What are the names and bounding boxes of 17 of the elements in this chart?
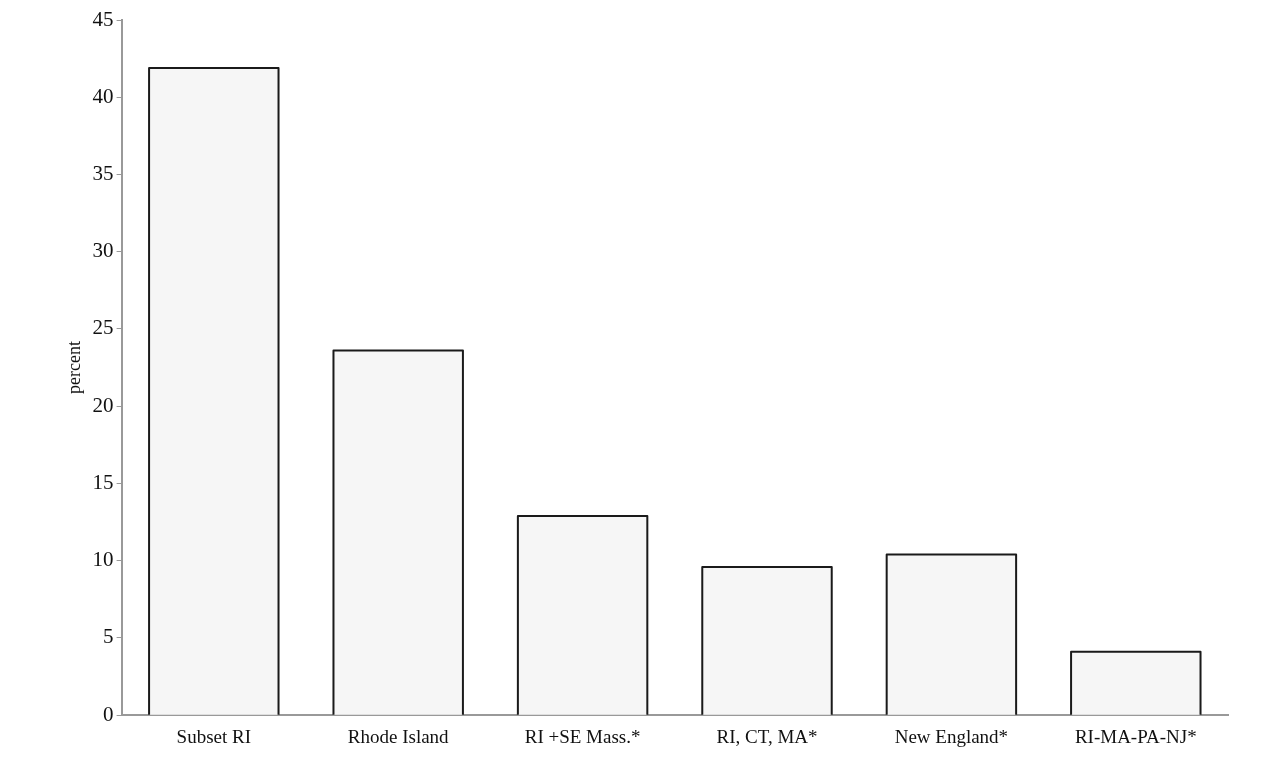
y-tick-label: 25 xyxy=(92,315,114,340)
y-axis-title: percent xyxy=(63,341,84,395)
x-tick-label: RI, CT, MA* xyxy=(716,725,818,747)
x-tick-label: Rhode Island xyxy=(347,725,450,747)
x-tick-label: RI +SE Mass.* xyxy=(524,725,641,747)
y-tick-label: 10 xyxy=(92,547,114,572)
y-tick-label: 15 xyxy=(92,469,114,494)
x-tick-label: New England* xyxy=(894,725,1009,747)
y-tick-label: 35 xyxy=(92,161,114,185)
y-tick-label: 45 xyxy=(92,6,114,31)
y-tick-label: 5 xyxy=(103,624,114,649)
y-tick-label: 30 xyxy=(92,238,114,263)
y-tick-label: 40 xyxy=(92,83,114,108)
x-tick-label: RI-MA-PA-NJ* xyxy=(1074,725,1197,747)
x-tick-label: Subset RI xyxy=(176,725,252,747)
y-tick-label: 20 xyxy=(92,392,114,417)
y-tick-label: 0 xyxy=(103,701,114,726)
